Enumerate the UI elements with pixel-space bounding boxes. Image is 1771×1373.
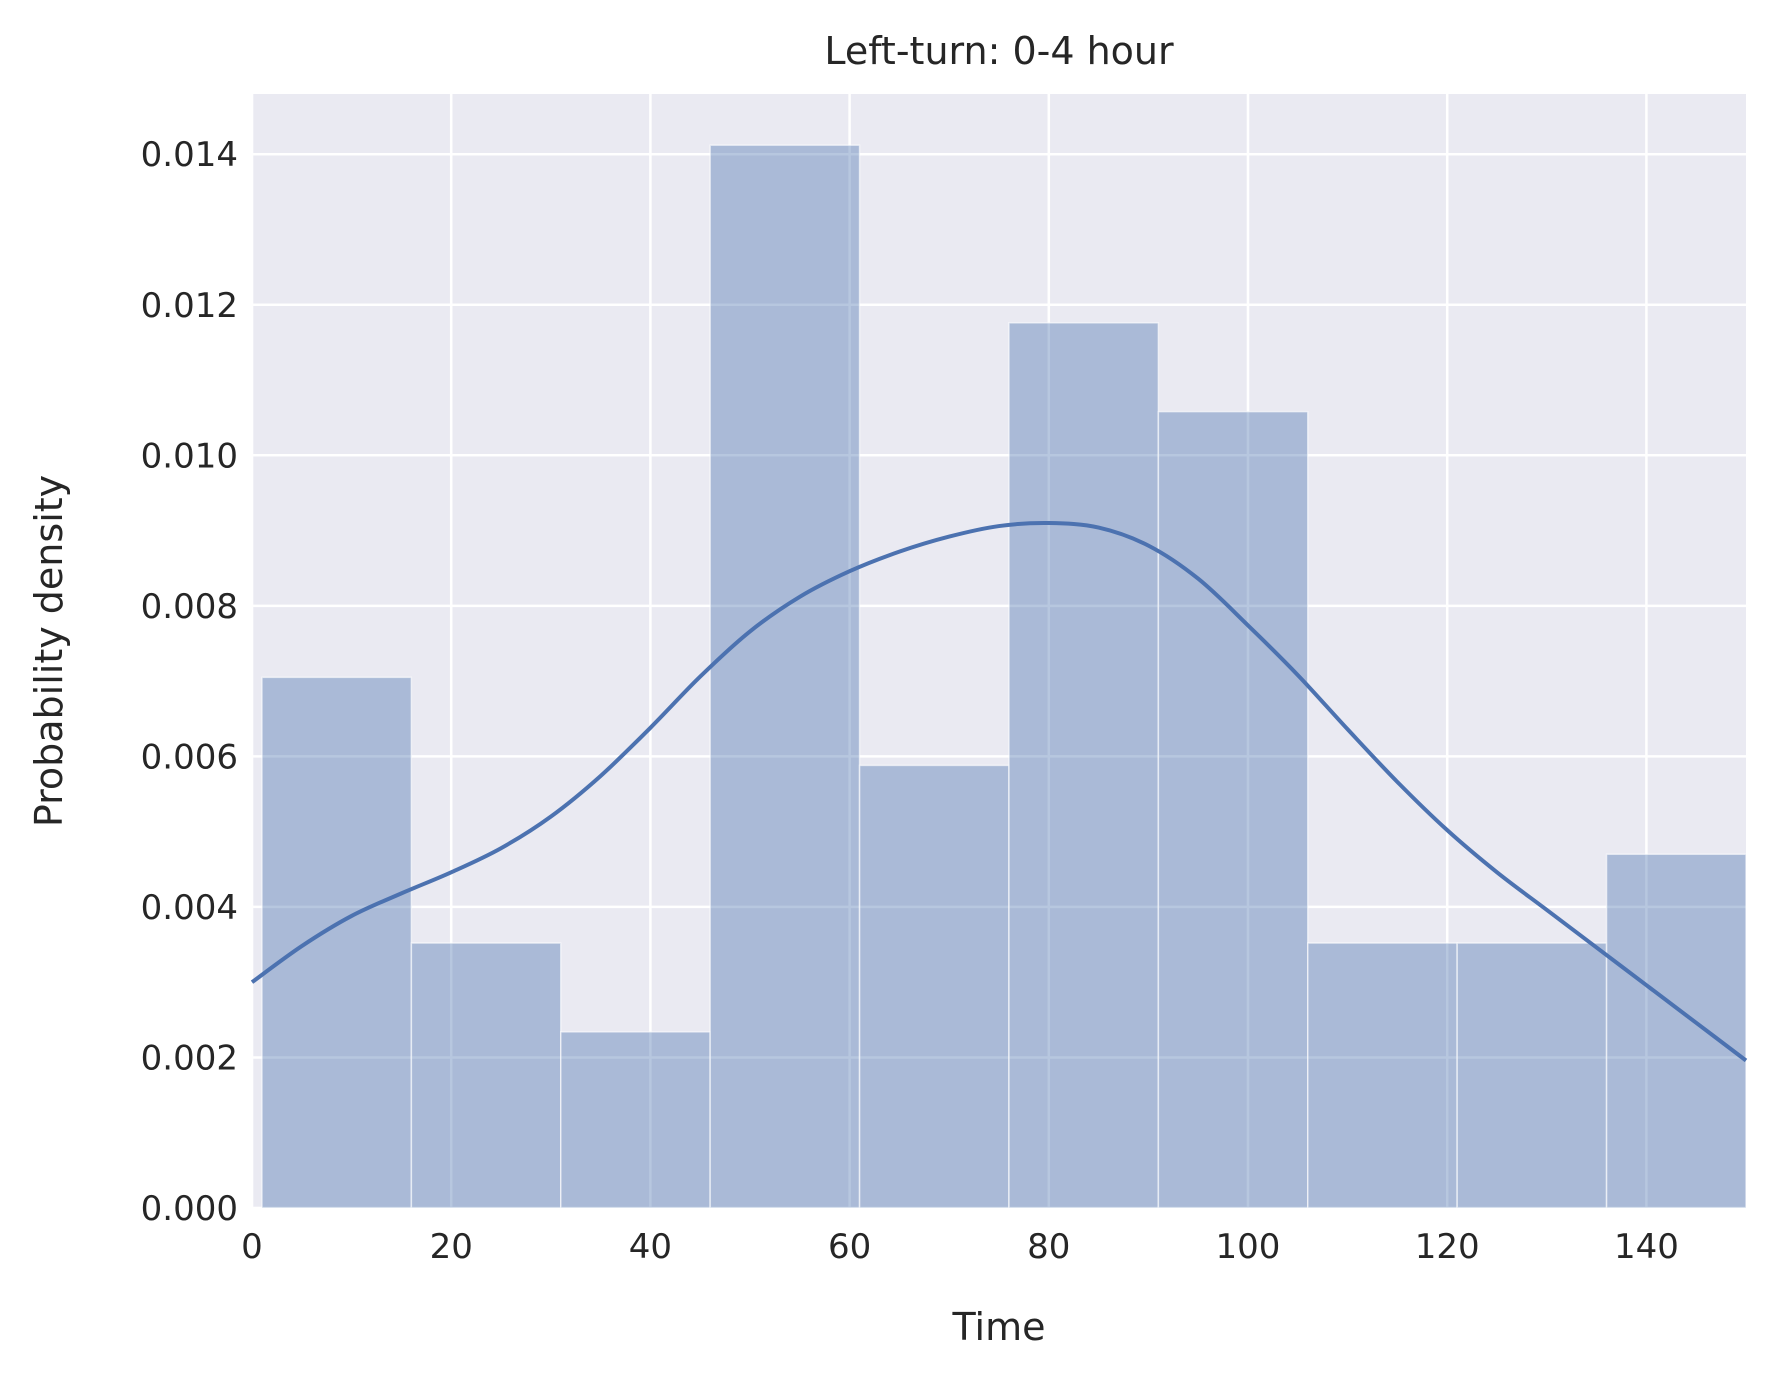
y-axis-title: Probability density [27, 475, 71, 827]
histogram-bar [1157, 410, 1309, 1209]
y-tick-label: 0.008 [141, 587, 238, 627]
x-tick-label: 60 [828, 1227, 871, 1267]
x-tick-label: 80 [1027, 1227, 1070, 1267]
x-tick-label: 140 [1614, 1227, 1679, 1267]
x-gridlines [250, 94, 1648, 1208]
x-tick-label: 40 [629, 1227, 672, 1267]
x-tick-labels: 0 20 40 60 80 100 120 140 [241, 1227, 1679, 1267]
histogram-bar [261, 676, 413, 1209]
histogram-bars [261, 144, 1747, 1209]
y-tick-label: 0.004 [141, 888, 238, 928]
histogram-bar [709, 144, 861, 1209]
histogram-bar [560, 1031, 711, 1209]
y-tick-label: 0.002 [141, 1038, 238, 1078]
kde-curve [250, 521, 1748, 1063]
histogram-bar [1008, 322, 1160, 1209]
x-tick-label: 120 [1415, 1227, 1480, 1267]
histogram-bar [1605, 853, 1747, 1209]
x-tick-label: 0 [241, 1227, 263, 1267]
y-tick-label: 0.014 [141, 135, 238, 175]
plot-area [252, 94, 1746, 1208]
y-tick-label: 0.010 [141, 436, 238, 476]
histogram-bar [858, 764, 1010, 1209]
x-tick-label: 20 [430, 1227, 473, 1267]
y-tick-label: 0.006 [141, 737, 238, 777]
y-tick-labels: 0.000 0.002 0.004 0.006 0.008 0.010 0.012 0.014 [141, 135, 238, 1229]
x-axis-title: Time [952, 1305, 1046, 1349]
histogram-bar [1307, 942, 1458, 1209]
histogram-bar [1456, 942, 1608, 1209]
chart-title: Left-turn: 0-4 hour [824, 29, 1174, 73]
y-tick-label: 0.012 [141, 286, 238, 326]
x-tick-label: 100 [1216, 1227, 1281, 1267]
histogram-bar [410, 942, 562, 1209]
y-tick-label: 0.000 [141, 1189, 238, 1229]
